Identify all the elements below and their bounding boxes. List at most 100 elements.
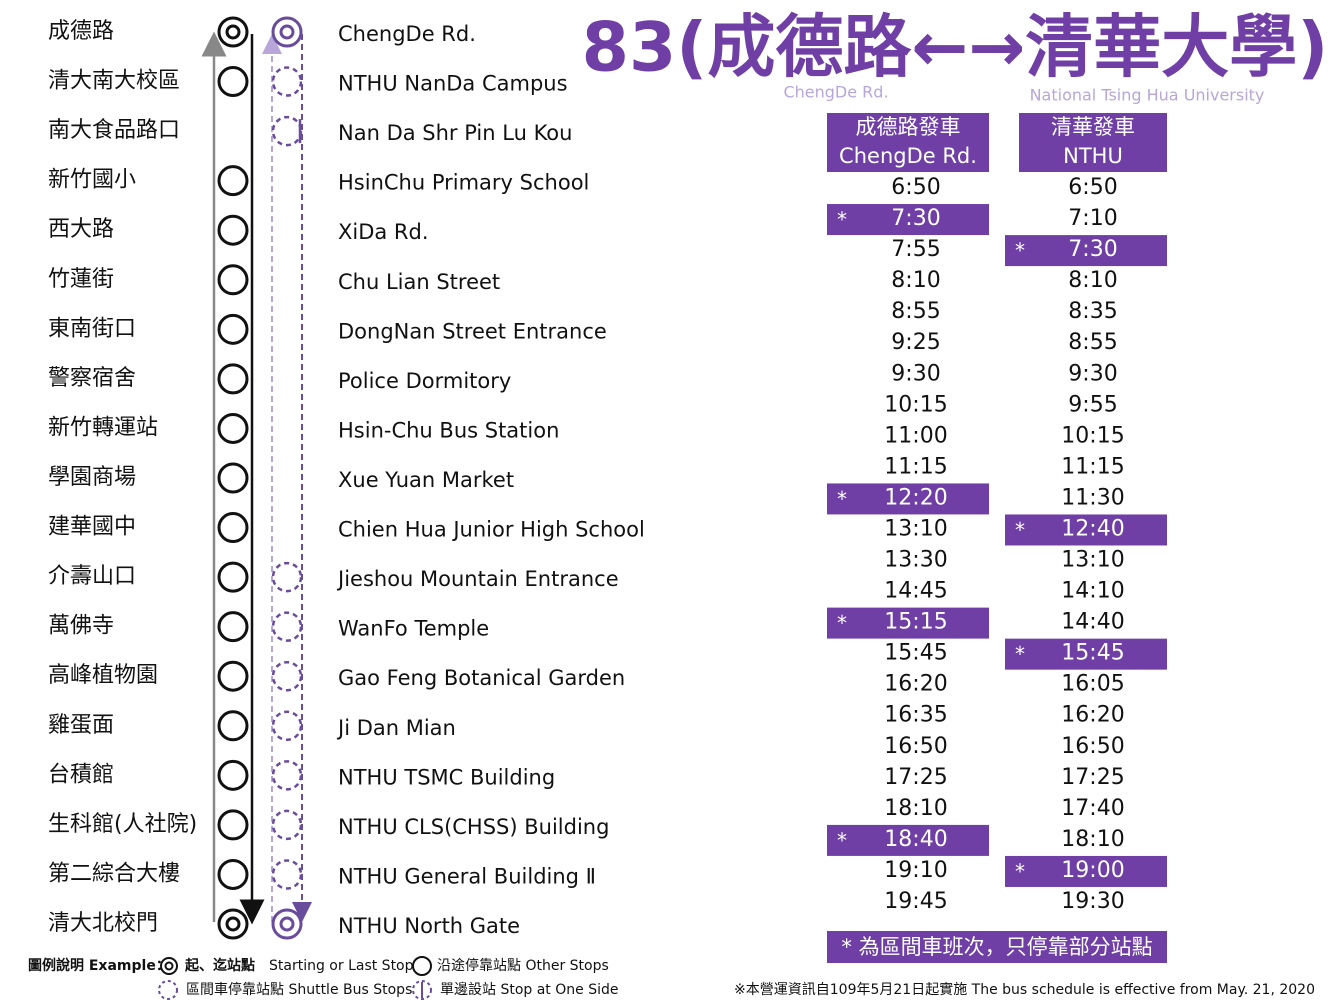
departure-time: 16:50 — [884, 734, 947, 759]
shuttle-stop — [271, 611, 303, 642]
stop-name-zh: 東南街口 — [48, 316, 136, 341]
stop-circle — [217, 759, 249, 791]
stop-circle — [217, 908, 249, 940]
departure-time: 11:15 — [884, 454, 947, 479]
stop-circle — [217, 858, 249, 890]
departure-time: 7:10 — [1068, 206, 1117, 231]
shuttle-terminal-inner — [279, 24, 295, 40]
stop-circle — [217, 710, 249, 742]
header-text: 成德路發車 — [856, 115, 961, 139]
departure-time: 17:40 — [1061, 796, 1124, 821]
terminal-inner — [225, 916, 241, 932]
departure-time: 7:30 — [1068, 237, 1117, 262]
header-text: NTHU — [1063, 144, 1123, 168]
stop-name-en: NTHU CLS(CHSS) Building — [338, 815, 609, 839]
stop-name-en: NTHU General Building Ⅱ — [338, 864, 596, 888]
stop-name-zh: 清大北校門 — [48, 911, 158, 936]
title: 83(成德路←→清華大學) — [582, 9, 1329, 88]
stop-name-en: Hsin-Chu Bus Station — [338, 418, 559, 442]
shuttle-terminal — [271, 16, 303, 48]
shuttle-highlight — [827, 204, 989, 236]
stop-name-zh: 成德路 — [48, 19, 114, 44]
departure-time: 16:35 — [884, 703, 947, 728]
legend-heading: 圖例說明 Example： — [28, 957, 170, 974]
legend-one-side: 單邊設站 Stop at One Side — [440, 982, 618, 998]
stop-name-en: Xue Yuan Market — [338, 468, 514, 492]
shuttle-highlight — [1005, 235, 1167, 267]
stop-name-zh: 生科館(人社院) — [48, 812, 197, 837]
shuttle-highlight — [1005, 638, 1167, 670]
subtitle-right: National Tsing Hua University — [1030, 86, 1265, 105]
shuttle-highlight — [827, 483, 989, 515]
stop-name-zh: 學園商場 — [48, 465, 136, 490]
stop-name-en: Chien Hua Junior High School — [338, 518, 645, 542]
shuttle-terminal-inner — [279, 916, 295, 932]
stop-name-en: HsinChu Primary School — [338, 171, 589, 195]
stop-name-zh: 新竹國小 — [48, 168, 136, 193]
stop-circle — [217, 16, 249, 48]
departure-time: 17:25 — [1061, 765, 1124, 790]
departure-time: 9:55 — [1068, 392, 1117, 417]
stop-circle — [217, 66, 249, 98]
departure-time: 9:30 — [1068, 361, 1117, 386]
shuttle-highlight — [827, 607, 989, 639]
shuttle-stop — [271, 710, 303, 742]
departure-time: 13:30 — [884, 548, 947, 573]
stop-name-zh: 萬佛寺 — [48, 614, 114, 639]
departure-time: 15:15 — [884, 610, 947, 635]
stop-name-zh: 第二綜合大樓 — [48, 861, 180, 886]
shuttle-stop — [271, 561, 303, 593]
departure-time: 10:15 — [884, 392, 947, 417]
shuttle-highlight — [1005, 855, 1167, 887]
shuttle-stop — [271, 760, 303, 791]
stop-circle — [217, 660, 249, 692]
stop-name-en: NTHU TSMC Building — [338, 765, 555, 789]
stop-name-zh: 建華國中 — [48, 515, 136, 540]
legend-terminal-zh: 起、迄站點 — [184, 957, 255, 974]
stop-name-en: NTHU North Gate — [338, 914, 520, 938]
departure-time: 8:35 — [1068, 299, 1117, 324]
footnote-box — [827, 931, 1167, 963]
stop-circle — [217, 165, 249, 197]
departure-time: 6:50 — [1068, 175, 1117, 200]
departure-time: 12:20 — [884, 485, 947, 510]
departure-time: 16:50 — [1061, 734, 1124, 759]
departure-time: 18:40 — [884, 827, 947, 852]
legend-shuttle: 區間車停靠站點 Shuttle Bus Stops — [186, 981, 412, 998]
departure-time: 16:20 — [884, 672, 947, 697]
shuttle-stop — [271, 859, 303, 890]
stop-name-zh: 西大路 — [48, 217, 114, 242]
shuttle-marker: * — [837, 828, 847, 852]
header-text: 清華發車 — [1051, 115, 1135, 139]
stop-name-zh: 竹蓮街 — [48, 267, 114, 292]
stop-name-en: Ji Dan Mian — [336, 716, 456, 740]
departure-time: 12:40 — [1061, 516, 1124, 541]
shuttle-stop — [271, 809, 303, 841]
shuttle-stop — [271, 66, 303, 97]
departure-time: 15:45 — [1061, 641, 1124, 666]
departure-time: 11:15 — [1061, 454, 1124, 479]
stop-name-zh: 高峰植物園 — [48, 663, 158, 688]
stop-name-en: Police Dormitory — [338, 369, 511, 393]
stop-circle — [217, 512, 249, 544]
stop-name-zh: 台積館 — [48, 762, 114, 787]
departure-time: 16:05 — [1061, 672, 1124, 697]
departure-time: 19:45 — [884, 889, 947, 914]
departure-time: 10:15 — [1061, 423, 1124, 448]
stop-name-zh: 介壽山口 — [48, 564, 136, 589]
stop-name-en: NTHU NanDa Campus — [338, 72, 568, 96]
legend-one-side-icon — [412, 980, 432, 1000]
departure-time: 8:10 — [891, 268, 940, 293]
header-box — [827, 113, 989, 172]
stop-circle — [217, 313, 249, 345]
stop-name-en: Chu Lian Street — [338, 270, 500, 294]
legend: 圖例說明 Example： 起、迄站點 Starting or Last Sto… — [28, 956, 618, 1000]
terminal-inner — [225, 24, 241, 40]
departure-time: 13:10 — [1061, 548, 1124, 573]
departure-time: 8:55 — [1068, 330, 1117, 355]
departure-time: 14:45 — [884, 579, 947, 604]
departure-time: 9:30 — [891, 361, 940, 386]
stop-name-en: ChengDe Rd. — [338, 22, 476, 46]
stop-circle — [217, 363, 249, 395]
